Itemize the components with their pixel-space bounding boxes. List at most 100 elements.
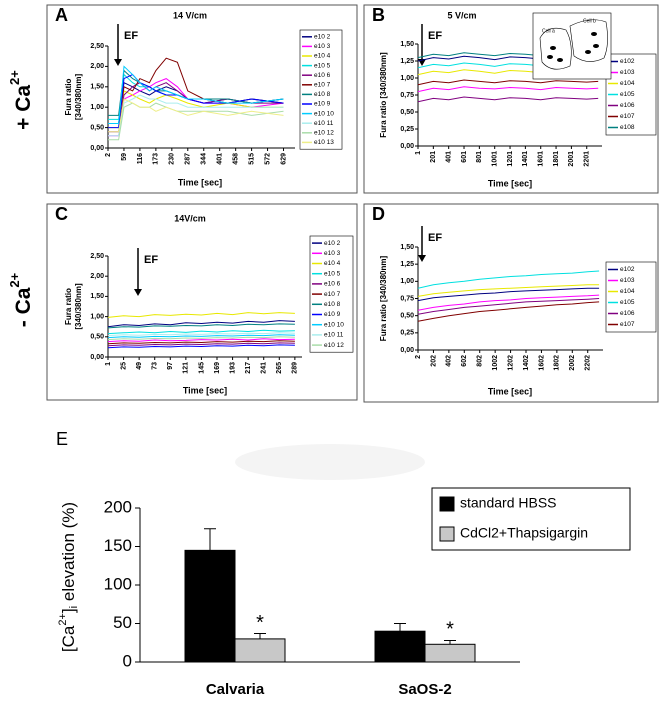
nucleus — [593, 44, 599, 48]
y-tick-label: 150 — [104, 536, 132, 555]
legend-label: e10 10 — [314, 110, 334, 117]
y-tick-label: 1,00 — [90, 104, 104, 111]
series-line — [417, 298, 600, 315]
legend-label: e107 — [620, 113, 635, 120]
legend-swatch — [439, 526, 455, 542]
annotation: EF — [144, 254, 158, 266]
legend-label: e10 3 — [314, 43, 331, 50]
series-line — [107, 338, 295, 343]
chart-title: 14V/cm — [174, 213, 206, 223]
x-tick-label: 401 — [446, 151, 453, 163]
x-tick-label: 2001 — [568, 151, 575, 167]
x-tick-label: 49 — [136, 362, 143, 370]
legend-label: e10 9 — [314, 101, 331, 108]
legend-label: e10 2 — [314, 34, 331, 41]
y-tick-label: 2,50 — [90, 43, 104, 50]
legend-label: CdCl2+Thapsigargin — [460, 525, 588, 541]
y-tick-label: 1,50 — [400, 244, 414, 251]
x-tick-label: 601 — [461, 151, 468, 163]
x-tick-label: 344 — [201, 153, 208, 165]
x-tick-label: 241 — [261, 362, 268, 374]
panel-label: E — [56, 429, 68, 449]
blur — [235, 444, 425, 480]
x-tick-label: 73 — [152, 362, 159, 370]
row-label: - Ca2+ — [7, 272, 34, 327]
error-bar — [394, 623, 406, 632]
x-tick-label: 201 — [430, 151, 437, 163]
x-tick-label: 217 — [245, 362, 252, 374]
x-tick-label: 145 — [198, 362, 205, 374]
legend-label: e102 — [620, 58, 635, 65]
row-label-text: + Ca — [12, 85, 35, 130]
annotation: EF — [428, 232, 442, 244]
y-axis-label-part: 2+ — [57, 613, 69, 626]
series-line — [107, 344, 295, 349]
x-tick-label: 1001 — [492, 151, 499, 167]
y-tick-label: 1,25 — [400, 261, 414, 268]
legend-label: e10 6 — [324, 281, 341, 288]
y-tick-label: 0,25 — [400, 330, 414, 337]
series-line — [108, 90, 284, 129]
bar — [184, 549, 236, 663]
x-tick-label: Calvaria — [206, 681, 265, 698]
y-tick-label: 0,75 — [400, 92, 414, 99]
series-line — [107, 320, 295, 328]
series-line — [417, 79, 599, 86]
inset-box — [532, 12, 612, 80]
x-tick-label: 1202 — [507, 355, 514, 371]
panel-label: A — [55, 5, 68, 25]
y-tick-label: 1,50 — [90, 84, 104, 91]
x-tick-label: 121 — [183, 362, 190, 374]
cell — [539, 27, 572, 70]
nucleus — [550, 46, 556, 50]
x-tick-label: 169 — [214, 362, 221, 374]
x-tick-label: 2 — [105, 153, 112, 157]
y-tick-label: 0,75 — [400, 295, 414, 302]
y-axis-label: Fura ratio [340/380nm] — [379, 52, 388, 138]
x-tick-label: 572 — [264, 153, 271, 165]
x-axis-label: Time [sec] — [488, 178, 532, 188]
legend-label: e104 — [620, 288, 635, 295]
nucleus — [591, 32, 597, 36]
y-tick-label: 0,50 — [90, 124, 104, 131]
x-tick-label: 1201 — [507, 151, 514, 167]
legend-label: e108 — [620, 124, 635, 131]
x-tick-label: 1801 — [553, 151, 560, 167]
legend-label: e10 3 — [324, 250, 341, 257]
legend-label: e10 5 — [324, 270, 341, 277]
legend-label: standard HBSS — [460, 495, 557, 511]
legend-label: e10 10 — [324, 321, 344, 328]
inset-label: Cell b — [583, 18, 596, 24]
nucleus — [557, 58, 563, 62]
legend-label: e10 11 — [324, 332, 344, 339]
x-tick-label: 515 — [248, 153, 255, 165]
x-tick-label: 230 — [169, 153, 176, 165]
x-tick-label: 193 — [229, 362, 236, 374]
legend-label: e104 — [620, 80, 635, 87]
legend-label: e105 — [620, 299, 635, 306]
y-tick-label: 2,50 — [90, 253, 104, 260]
x-tick-label: 116 — [137, 153, 144, 164]
x-tick-label: 2002 — [569, 355, 576, 371]
y-tick-label: 1,50 — [400, 41, 414, 48]
ef-arrowhead — [134, 289, 142, 296]
series-line — [108, 102, 284, 141]
x-tick-label: 1 — [415, 151, 422, 155]
series-line — [417, 284, 600, 297]
legend-label: e107 — [620, 321, 635, 328]
x-tick-label: 802 — [477, 355, 484, 367]
x-tick-label: 602 — [461, 355, 468, 367]
x-tick-label: 1802 — [554, 355, 561, 371]
row-label-text: - Ca — [12, 287, 35, 327]
y-axis-label-part: i — [68, 606, 80, 608]
x-tick-label: 173 — [153, 153, 160, 165]
series-line — [107, 329, 295, 335]
legend-label: e10 12 — [314, 130, 334, 137]
y-tick-label: 0 — [123, 651, 132, 670]
cell — [569, 19, 608, 62]
x-tick-label: 2201 — [584, 151, 591, 167]
x-tick-label: 1 — [105, 362, 112, 366]
x-tick-label: 401 — [217, 153, 224, 165]
nucleus — [585, 50, 591, 54]
